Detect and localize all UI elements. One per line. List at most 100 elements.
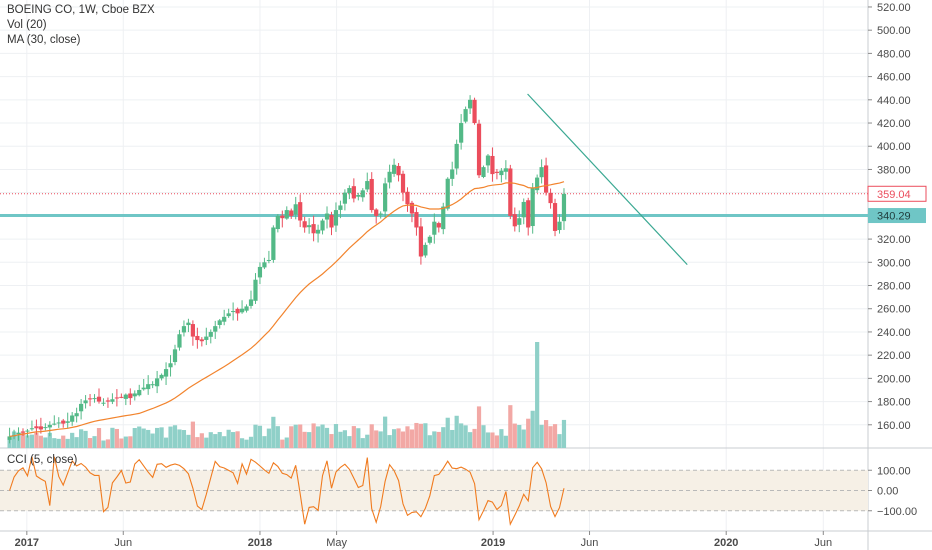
candle-body (7, 436, 12, 440)
volume-bar (302, 431, 307, 448)
volume-bar (441, 427, 446, 448)
volume-bar (213, 434, 218, 448)
candle-body (239, 308, 245, 313)
candle-body (150, 384, 155, 386)
volume-bar (508, 405, 513, 448)
volume-bar (262, 436, 267, 448)
volume-bar (266, 428, 271, 448)
candle-body (29, 428, 35, 430)
symbol-title[interactable]: BOEING CO, 1W, Cboe BZX (7, 4, 155, 16)
volume-bar (526, 418, 531, 448)
volume-bar (445, 417, 450, 448)
volume-bar (463, 425, 468, 448)
candle-body (119, 396, 124, 398)
candle-body (275, 215, 280, 230)
time-tick-label: 2018 (248, 537, 272, 549)
cci-series (9, 456, 565, 527)
volume-bar (329, 434, 334, 448)
candle-body (284, 210, 289, 219)
price-levels[interactable] (0, 193, 868, 218)
volume-bar (114, 428, 119, 448)
volume-bar (25, 435, 30, 448)
volume-indicator-label[interactable]: Vol (20) (7, 19, 47, 31)
candle-body (539, 167, 544, 178)
volume-bar (163, 437, 169, 448)
candle-body (244, 306, 249, 311)
trend-line-drawing[interactable] (527, 93, 688, 266)
volume-bar (432, 431, 437, 448)
candle-body (20, 431, 26, 433)
volume-bar (181, 430, 187, 448)
volume-bar (490, 432, 495, 448)
volume-bar (275, 426, 280, 448)
price-tick-label: 320.00 (877, 234, 911, 246)
candle-body (181, 326, 187, 333)
volume-bar (552, 424, 558, 448)
candle-body (257, 266, 263, 278)
volume-bar (324, 427, 330, 448)
candle-body (52, 423, 57, 425)
candle-body (222, 316, 227, 322)
volume-bar (226, 429, 231, 448)
volume-bar (535, 342, 540, 448)
volume-bar (539, 424, 544, 448)
candle-body (280, 215, 285, 219)
candle-body (467, 99, 473, 109)
time-tick-label: 2020 (714, 537, 738, 549)
candle-body (409, 202, 415, 214)
support-level-tag-bg (868, 208, 926, 224)
volume-bar (427, 435, 432, 448)
ma-indicator-label[interactable]: MA (30, close) (7, 34, 81, 46)
volume-bar (289, 426, 294, 448)
candle-body (423, 244, 428, 256)
volume-bar (311, 423, 316, 448)
candle-body (266, 259, 271, 261)
candle-body (405, 191, 410, 205)
candle-body (365, 181, 370, 190)
candle-body (535, 177, 540, 191)
candle-body (517, 218, 522, 225)
candle-body (396, 165, 401, 176)
candle-body (543, 165, 549, 193)
price-tick-label: 480.00 (877, 48, 911, 60)
volume-bar (146, 429, 151, 448)
cci-indicator-label[interactable]: CCI (5, close) (7, 454, 78, 466)
volume-bar (271, 416, 276, 448)
volume-bar (150, 433, 155, 448)
candle-body (34, 426, 39, 429)
candle-body (414, 212, 419, 228)
volume-bar (315, 426, 321, 448)
volume-bar (499, 429, 504, 448)
volume-bar (423, 423, 428, 448)
price-tick-label: 420.00 (877, 118, 911, 130)
volume-bar (222, 436, 227, 448)
candle-body (329, 214, 334, 228)
price-tick-label: 400.00 (877, 141, 911, 153)
candle-body (490, 155, 495, 175)
candle-body (369, 178, 374, 211)
candle-body (141, 387, 146, 390)
candle-body (472, 99, 477, 124)
candle-body (163, 369, 169, 377)
candle-body (87, 398, 93, 400)
volume-bar (378, 431, 383, 448)
candle-body (235, 308, 240, 314)
volume-bar (512, 423, 517, 448)
volume-bar (87, 438, 93, 448)
candle-body (459, 123, 464, 143)
candle-body (548, 192, 553, 204)
price-tags: 359.04 340.29 (867, 185, 927, 224)
volume-bar (217, 432, 222, 448)
candle-body (356, 194, 361, 197)
volume-bar (333, 424, 339, 448)
volume-bar (418, 423, 424, 448)
last-price-tag-label: 359.04 (877, 189, 911, 201)
candle-body (530, 188, 535, 227)
volume-bar (543, 420, 549, 448)
moving-average-line (9, 181, 565, 437)
candle-body (70, 415, 75, 422)
price-tick-label: 220.00 (877, 350, 911, 362)
candle-body (485, 155, 491, 166)
candle-body (289, 210, 294, 216)
